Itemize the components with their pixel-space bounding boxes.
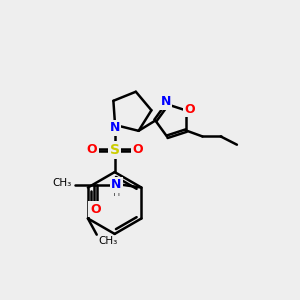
Text: O: O bbox=[90, 202, 101, 215]
Text: N: N bbox=[160, 95, 171, 108]
Text: CH₃: CH₃ bbox=[98, 236, 117, 245]
Text: S: S bbox=[110, 143, 120, 157]
Text: O: O bbox=[132, 143, 143, 157]
Text: O: O bbox=[87, 143, 97, 157]
Text: O: O bbox=[184, 103, 195, 116]
Text: N: N bbox=[110, 122, 120, 134]
Text: CH₃: CH₃ bbox=[52, 178, 72, 188]
Text: N: N bbox=[111, 178, 122, 191]
Text: H: H bbox=[113, 188, 121, 198]
